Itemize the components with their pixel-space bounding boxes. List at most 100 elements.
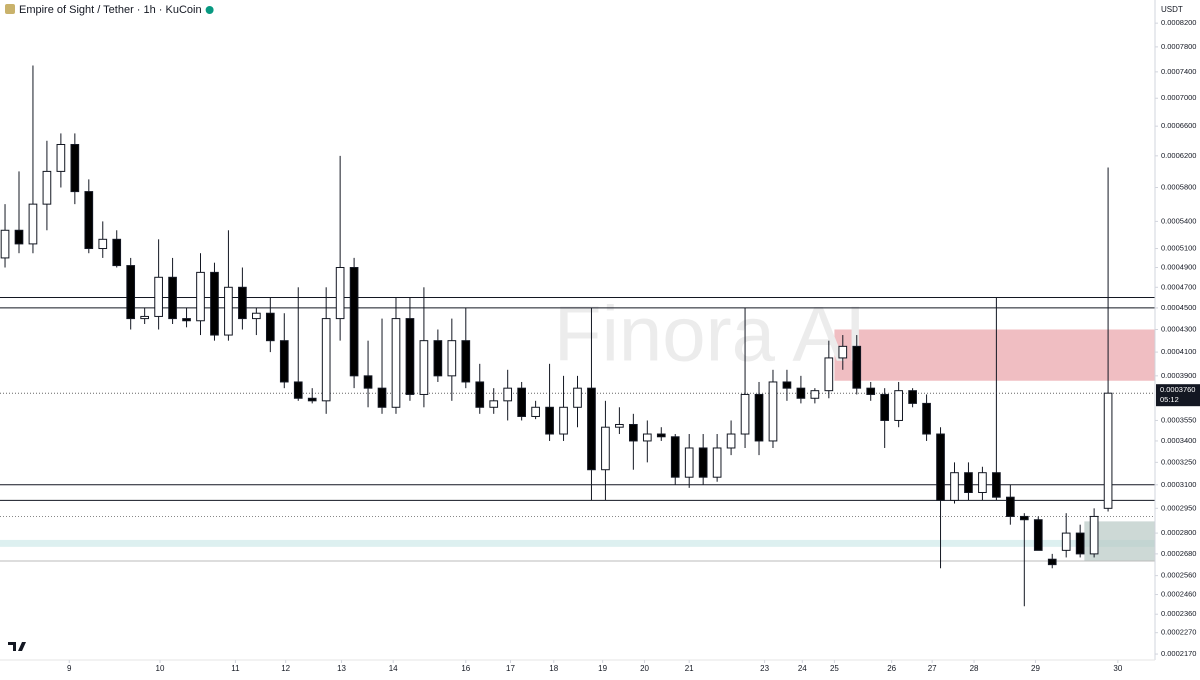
- candle-body: [531, 406, 540, 417]
- x-tick-label: 19: [598, 664, 607, 673]
- x-tick-label: 10: [156, 664, 165, 673]
- y-tick-label: 0.0003550: [1161, 415, 1196, 424]
- candle-body: [419, 340, 429, 395]
- candle-body: [978, 472, 987, 494]
- chart-title: Empire of Sight / Tether · 1h · KuCoin: [19, 4, 202, 16]
- candle-body: [559, 406, 568, 435]
- candle-body: [754, 393, 764, 442]
- candle-body: [112, 238, 122, 267]
- x-tick-label: 26: [887, 664, 896, 673]
- candle-body: [880, 393, 890, 421]
- zones: [0, 329, 1155, 562]
- candle-body: [56, 143, 66, 172]
- candle-body: [321, 318, 331, 402]
- y-tick-label: 0.0004900: [1161, 262, 1196, 271]
- x-tick-label: 12: [281, 664, 290, 673]
- candle-body: [601, 426, 610, 471]
- candle-body: [1103, 392, 1113, 509]
- y-tick-label: 0.0004100: [1161, 347, 1196, 356]
- candle-body: [656, 433, 666, 438]
- candle-body: [615, 423, 624, 428]
- y-tick-label: 0.0007400: [1161, 67, 1196, 76]
- candle-body: [670, 436, 680, 478]
- candle-body: [894, 390, 903, 421]
- y-tick-label: 0.0003400: [1161, 436, 1196, 445]
- candle-body: [1033, 519, 1043, 551]
- lines: [0, 296, 1155, 562]
- symbol-icon: [5, 4, 15, 14]
- candle-body: [154, 276, 163, 317]
- candle-body: [168, 276, 177, 320]
- y-tick-label: 0.0002360: [1161, 609, 1196, 618]
- candle-body: [684, 447, 694, 478]
- x-tick-label: 27: [928, 664, 937, 673]
- y-tick-label: 0.0006600: [1161, 121, 1196, 130]
- x-tick-label: 16: [461, 664, 470, 673]
- y-tick-label: 0.0003900: [1161, 371, 1196, 380]
- candle-body: [573, 387, 582, 408]
- x-tick-label: 17: [506, 664, 515, 673]
- candle-body: [489, 400, 499, 408]
- last-price-label: 0.0003760: [1160, 385, 1195, 394]
- y-tick-label: 0.0004700: [1161, 282, 1196, 291]
- candle-body: [363, 375, 373, 389]
- candle-body: [1061, 532, 1071, 551]
- y-tick-label: 0.0006200: [1161, 151, 1196, 160]
- candle-body: [461, 340, 471, 383]
- candle-body: [838, 345, 848, 359]
- candle-body: [712, 447, 722, 478]
- candle-body: [307, 397, 317, 402]
- y-tick-label: 0.0004500: [1161, 303, 1196, 312]
- y-tick-label: 0.0002270: [1161, 628, 1196, 637]
- price-axis: [1155, 0, 1200, 675]
- candle-body: [992, 472, 1001, 498]
- candle-body: [42, 170, 52, 205]
- candle-body: [796, 387, 806, 399]
- candle-body: [950, 472, 959, 501]
- candle-body: [391, 318, 401, 408]
- candles: [0, 65, 1113, 607]
- status-dot: [205, 6, 214, 14]
- candle-body: [545, 406, 554, 435]
- y-tick-label: 0.0005400: [1161, 216, 1196, 225]
- candle-body: [642, 433, 652, 442]
- x-tick-label: 20: [640, 664, 649, 673]
- candle-body: [126, 265, 136, 320]
- y-tick-label: 0.0003250: [1161, 457, 1196, 466]
- x-tick-label: 24: [798, 664, 807, 673]
- candle-body: [252, 312, 261, 320]
- y-tick-label: 0.0002560: [1161, 571, 1196, 580]
- candle-body: [224, 286, 233, 336]
- candle-body: [964, 472, 973, 494]
- candle-body: [98, 238, 108, 250]
- candle-body: [1075, 532, 1085, 555]
- y-tick-label: 0.0002680: [1161, 549, 1196, 558]
- currency-label: USDT: [1161, 5, 1183, 14]
- candle-body: [238, 286, 247, 320]
- candle-body: [782, 381, 792, 389]
- y-tick-label: 0.0004300: [1161, 324, 1196, 333]
- zone: [834, 329, 1155, 381]
- candle-body: [0, 229, 10, 259]
- candle-body: [377, 387, 387, 408]
- candle-body: [349, 267, 359, 377]
- x-tick-label: 11: [231, 664, 240, 673]
- candle-body: [70, 143, 80, 193]
- x-tick-label: 13: [337, 664, 346, 673]
- y-tick-label: 0.0005800: [1161, 182, 1196, 191]
- candle-body: [629, 423, 638, 442]
- candle-body: [908, 390, 917, 404]
- candle-body: [517, 387, 526, 417]
- candle-body: [475, 381, 485, 408]
- x-tick-label: 25: [830, 664, 839, 673]
- candle-body: [447, 340, 457, 377]
- candle-body: [1019, 515, 1029, 521]
- y-tick-label: 0.0005100: [1161, 244, 1196, 253]
- candle-body: [196, 271, 205, 322]
- candle-body: [182, 318, 191, 322]
- candle-body: [210, 271, 219, 336]
- candle-body: [698, 447, 708, 478]
- y-tick-label: 0.0007000: [1161, 93, 1196, 102]
